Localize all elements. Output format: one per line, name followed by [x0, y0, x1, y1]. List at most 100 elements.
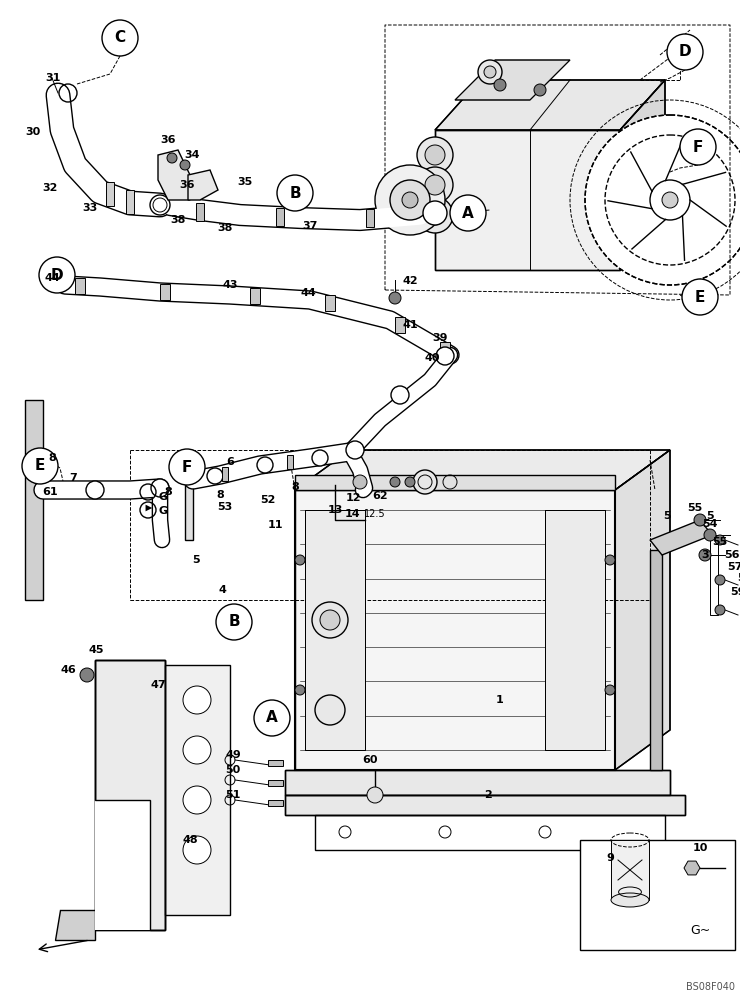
Circle shape — [367, 787, 383, 803]
Text: 55: 55 — [687, 503, 702, 513]
Text: E: E — [35, 458, 45, 474]
Circle shape — [494, 79, 506, 91]
Circle shape — [312, 450, 328, 466]
Text: 44: 44 — [44, 273, 60, 283]
Bar — [185, 450, 193, 540]
Polygon shape — [615, 450, 670, 770]
Text: 36: 36 — [179, 180, 195, 190]
Polygon shape — [55, 910, 95, 940]
Bar — [268, 780, 283, 786]
Text: 4: 4 — [218, 585, 226, 595]
Text: G: G — [158, 506, 167, 516]
Bar — [545, 510, 605, 750]
Circle shape — [417, 197, 453, 233]
Text: 30: 30 — [25, 127, 41, 137]
Text: 38: 38 — [170, 215, 186, 225]
Text: 14: 14 — [344, 509, 360, 519]
Circle shape — [417, 137, 453, 173]
Polygon shape — [650, 520, 712, 555]
Text: 36: 36 — [161, 135, 176, 145]
Text: 12: 12 — [346, 493, 361, 503]
Circle shape — [405, 477, 415, 487]
Bar — [95, 660, 165, 930]
Text: 62: 62 — [372, 491, 388, 501]
Text: G: G — [158, 492, 167, 502]
Circle shape — [389, 292, 401, 304]
Text: B: B — [228, 614, 240, 630]
Text: 33: 33 — [82, 203, 98, 213]
Text: 5: 5 — [663, 511, 671, 521]
Text: 32: 32 — [42, 183, 58, 193]
Circle shape — [167, 153, 177, 163]
Text: F: F — [693, 139, 703, 154]
Polygon shape — [295, 450, 670, 490]
Text: D: D — [50, 267, 64, 282]
Circle shape — [402, 192, 418, 208]
Bar — [545, 510, 605, 750]
Text: 7: 7 — [69, 473, 77, 483]
Text: 8: 8 — [164, 487, 172, 497]
Bar — [325, 295, 335, 311]
Polygon shape — [620, 80, 665, 270]
Text: 44: 44 — [300, 288, 316, 298]
Text: E: E — [695, 290, 705, 304]
Text: B: B — [289, 186, 301, 200]
Text: 51: 51 — [225, 790, 241, 800]
Circle shape — [39, 257, 75, 293]
Text: 3: 3 — [702, 550, 709, 560]
Text: 57: 57 — [727, 562, 740, 572]
Text: 39: 39 — [432, 333, 448, 343]
Text: 6: 6 — [226, 457, 234, 467]
Circle shape — [183, 836, 211, 864]
Text: 1: 1 — [496, 695, 504, 705]
Text: 10: 10 — [693, 843, 707, 853]
Circle shape — [436, 347, 454, 365]
Bar — [611, 840, 649, 900]
Polygon shape — [684, 861, 700, 875]
Text: G~: G~ — [690, 924, 710, 936]
Circle shape — [183, 686, 211, 714]
Text: 42: 42 — [402, 276, 418, 286]
Circle shape — [715, 605, 725, 615]
Text: C: C — [115, 30, 126, 45]
Circle shape — [315, 695, 345, 725]
Bar — [95, 660, 165, 930]
Circle shape — [390, 477, 400, 487]
Circle shape — [478, 60, 502, 84]
Text: 47: 47 — [150, 680, 166, 690]
Circle shape — [534, 84, 546, 96]
Text: 9: 9 — [606, 853, 614, 863]
Circle shape — [312, 602, 348, 638]
Circle shape — [80, 668, 94, 682]
Text: A: A — [266, 710, 278, 726]
Text: 5: 5 — [192, 555, 200, 565]
Circle shape — [699, 549, 711, 561]
Circle shape — [423, 201, 447, 225]
Bar — [75, 278, 85, 294]
Text: A: A — [462, 206, 474, 221]
Circle shape — [450, 195, 486, 231]
Circle shape — [22, 448, 58, 484]
Text: 37: 37 — [303, 221, 317, 231]
Circle shape — [704, 529, 716, 541]
Text: 53: 53 — [218, 502, 232, 512]
Text: 48: 48 — [182, 835, 198, 845]
Circle shape — [346, 441, 364, 459]
Polygon shape — [435, 130, 620, 270]
Circle shape — [715, 575, 725, 585]
Circle shape — [254, 700, 290, 736]
Circle shape — [425, 145, 445, 165]
Text: 12.5: 12.5 — [364, 509, 386, 519]
Bar — [315, 815, 665, 850]
Bar — [126, 190, 134, 214]
Polygon shape — [435, 80, 665, 130]
Circle shape — [151, 479, 169, 497]
Bar — [106, 182, 114, 206]
Circle shape — [694, 514, 706, 526]
Circle shape — [680, 129, 716, 165]
Polygon shape — [95, 800, 150, 930]
Circle shape — [682, 279, 718, 315]
Circle shape — [183, 786, 211, 814]
Circle shape — [425, 205, 445, 225]
Circle shape — [295, 555, 305, 565]
